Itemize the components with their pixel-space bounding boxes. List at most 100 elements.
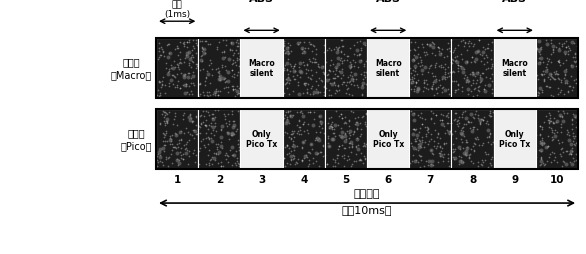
Point (461, 138, 471, 142)
Point (314, 136, 323, 140)
Point (437, 118, 447, 122)
Point (184, 162, 193, 166)
Point (308, 57, 318, 61)
Point (282, 145, 291, 149)
Point (209, 129, 218, 133)
Point (161, 144, 170, 148)
Bar (536, 109, 578, 169)
Point (444, 111, 453, 115)
Point (471, 137, 480, 141)
Point (343, 55, 352, 59)
Point (571, 152, 581, 156)
Point (158, 50, 168, 54)
Point (155, 54, 165, 58)
Point (353, 144, 363, 148)
Point (563, 91, 573, 95)
Point (444, 116, 453, 120)
Point (423, 43, 432, 47)
Point (332, 47, 342, 51)
Point (289, 156, 299, 160)
Point (558, 109, 568, 113)
Point (217, 129, 226, 133)
Point (186, 116, 196, 120)
Point (347, 142, 357, 146)
Point (290, 62, 299, 67)
Point (157, 83, 166, 87)
Bar (536, 38, 578, 98)
Point (347, 75, 357, 79)
Point (457, 160, 466, 164)
Point (286, 132, 295, 136)
Point (177, 156, 186, 160)
Point (547, 138, 556, 142)
Point (446, 131, 455, 135)
Point (536, 148, 546, 152)
Point (485, 134, 494, 138)
Point (541, 84, 551, 88)
Point (428, 152, 437, 156)
Point (163, 156, 172, 160)
Point (304, 76, 313, 80)
Point (570, 160, 579, 164)
Point (537, 136, 547, 140)
Point (192, 63, 201, 67)
Point (472, 136, 482, 140)
Point (481, 53, 490, 57)
Point (221, 80, 230, 84)
Point (312, 48, 321, 52)
Point (339, 80, 349, 84)
Point (331, 88, 340, 92)
Point (201, 52, 210, 56)
Point (427, 148, 436, 152)
Point (282, 87, 292, 91)
Text: 6: 6 (384, 174, 392, 184)
Point (573, 65, 582, 69)
Point (203, 43, 213, 47)
Point (424, 142, 433, 147)
Point (171, 131, 180, 135)
Point (285, 121, 294, 125)
Text: 微基站
（Pico）: 微基站 （Pico） (120, 128, 152, 150)
Point (352, 84, 362, 88)
Point (196, 58, 206, 62)
Point (302, 90, 312, 94)
Point (465, 120, 474, 124)
Point (216, 140, 225, 145)
Point (349, 110, 358, 115)
Point (311, 131, 320, 135)
Point (292, 131, 301, 135)
Bar (409, 109, 451, 169)
Point (487, 63, 496, 67)
Point (457, 115, 466, 119)
Point (186, 65, 196, 69)
Point (165, 143, 175, 147)
Point (411, 128, 420, 132)
Point (417, 123, 427, 127)
Point (536, 73, 546, 77)
Point (233, 74, 242, 78)
Point (308, 44, 318, 48)
Point (336, 76, 345, 81)
Point (478, 72, 487, 76)
Point (345, 93, 354, 97)
Point (166, 78, 176, 83)
Point (478, 118, 488, 122)
Point (359, 144, 368, 148)
Point (305, 43, 315, 47)
Point (180, 72, 189, 76)
Point (282, 144, 291, 148)
Point (234, 149, 243, 153)
Point (302, 63, 311, 67)
Point (168, 134, 177, 138)
Bar (325, 109, 367, 169)
Point (466, 113, 476, 117)
Point (330, 92, 339, 96)
Point (571, 64, 581, 68)
Point (440, 75, 449, 79)
Point (160, 54, 169, 58)
Point (171, 112, 180, 116)
Point (303, 122, 312, 126)
Point (173, 72, 182, 76)
Point (158, 132, 168, 136)
Point (289, 145, 298, 149)
